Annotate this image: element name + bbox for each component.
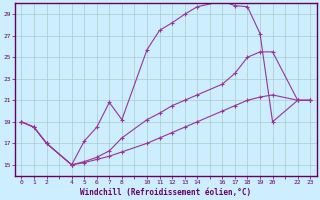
X-axis label: Windchill (Refroidissement éolien,°C): Windchill (Refroidissement éolien,°C) [80,188,252,197]
